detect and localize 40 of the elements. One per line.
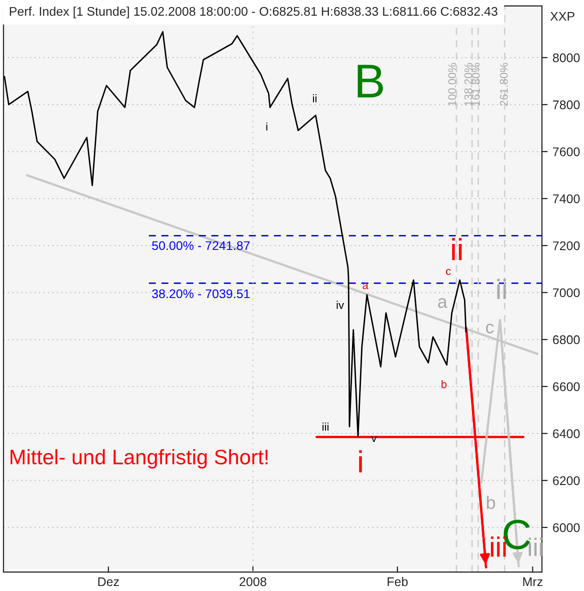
annotation: C xyxy=(504,520,530,550)
annotation: iii xyxy=(322,422,328,431)
annotation: ii xyxy=(497,278,506,300)
chart-title: Perf. Index [1 Stunde] 15.02.2008 18:00:00 - O:6825.81 H:6838.33 L:6811.66 C:6832.43 xyxy=(10,6,498,18)
annotation: b xyxy=(442,380,447,388)
annotation: a xyxy=(438,298,448,308)
y-tick-label: 8000 xyxy=(552,53,580,62)
x-tick-label: Mrz xyxy=(523,577,542,586)
x-tick-label: Dez xyxy=(98,577,119,586)
annotation: B xyxy=(358,64,383,98)
y-tick-label: 6600 xyxy=(553,382,580,392)
annotation: Mittel- und Langfristig Short! xyxy=(10,449,268,469)
x-tick-label: 2008 xyxy=(240,577,266,586)
annotation: i xyxy=(359,450,362,472)
annotation: iii xyxy=(490,536,506,557)
annotation: b xyxy=(486,496,496,509)
y-tick-label: 7600 xyxy=(553,147,580,156)
x-tick-label: Feb xyxy=(388,576,408,586)
annotation: 100.00% xyxy=(448,62,456,106)
y-tick-label: 7200 xyxy=(553,241,580,250)
y-tick-label: 7800 xyxy=(553,100,580,110)
y-tick-label: 7000 xyxy=(553,288,580,298)
y-tick-label: 6000 xyxy=(553,523,580,532)
annotation: c xyxy=(446,268,451,275)
annotation: i xyxy=(266,122,268,131)
annotation: 38.20% - 7039.51 xyxy=(152,289,250,298)
annotation: c xyxy=(486,324,494,334)
annotation: 261.80% xyxy=(500,62,508,106)
annotation: 161.80% xyxy=(472,62,480,106)
annotation: iv xyxy=(336,300,344,309)
y-tick-label: 6200 xyxy=(553,476,580,486)
annotation: ii xyxy=(452,238,462,260)
annotation: 50.00% - 7241.87 xyxy=(152,241,250,250)
annotation: 138.20% xyxy=(464,62,472,106)
y-tick-label: 7400 xyxy=(553,194,580,204)
annotation: a xyxy=(362,283,368,290)
annotation: ii xyxy=(313,94,316,102)
y-tick-label: 6400 xyxy=(553,429,580,438)
y-tick-label: 6800 xyxy=(553,335,580,344)
y-axis-title: XXP xyxy=(550,12,574,21)
